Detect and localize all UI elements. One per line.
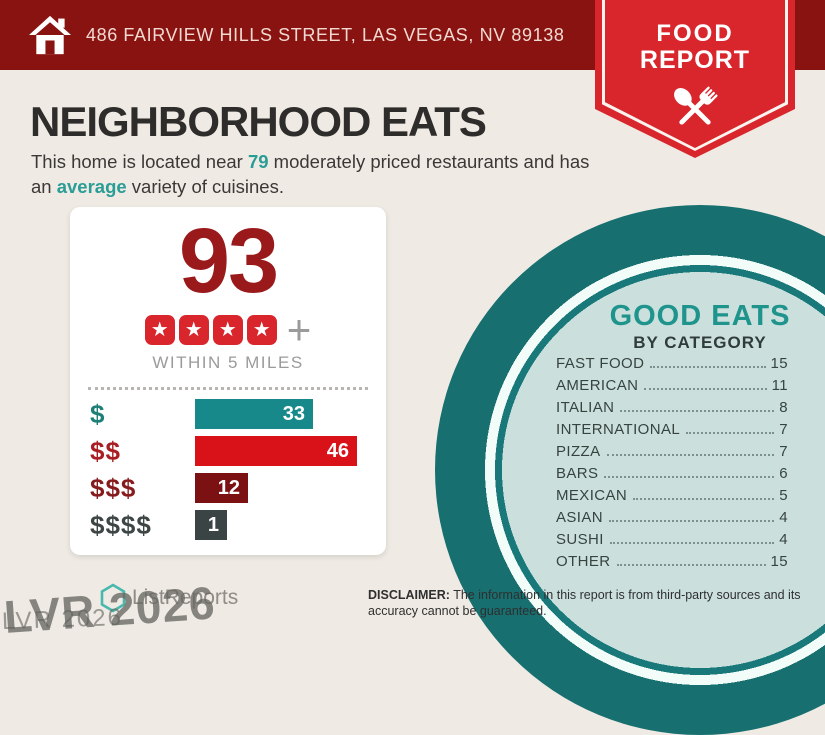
dotted-leader [606,454,775,456]
category-row: ASIAN 4 [556,509,788,531]
dotted-leader [616,564,766,566]
dotted-leader [609,542,775,544]
price-bar: 33 [195,399,313,429]
category-count: 4 [779,531,788,548]
category-count: 8 [779,399,788,416]
category-list: FAST FOOD 15 AMERICAN 11 ITALIAN 8 INTERNATION… [556,355,788,575]
page-title: NEIGHBORHOOD EATS [30,98,487,145]
category-row: MEXICAN 5 [556,487,788,509]
dotted-leader [604,476,775,478]
price-bar-row: $$$$ 1 [90,510,370,540]
price-tier-label: $$$$ [90,509,152,540]
category-count: 5 [779,487,788,504]
price-bar: 46 [195,436,357,466]
category-row: FAST FOOD 15 [556,355,788,377]
score-card: 93 ★ ★ ★ ★ + WITHIN 5 MILES $33 $$ 46 $$$ 12 $$$$… [70,207,386,555]
star-icon: ★ [178,315,209,345]
listreports-hexagon-icon [100,583,126,613]
dotted-leader [633,498,775,500]
badge-title-line1: FOOD [656,20,734,47]
disclaimer-text: DISCLAIMER: The information in this repo… [368,587,815,620]
dotted-leader [686,432,775,434]
price-bar-value: 33 [282,402,305,425]
category-label: AMERICAN [556,377,639,394]
variety-highlight: average [56,175,127,197]
category-row: PIZZA 7 [556,443,788,465]
good-eats-title: GOOD EATS [609,300,791,332]
property-address: 486 FAIRVIEW HILLS STREET, LAS VEGAS, NV… [86,24,565,45]
food-report-badge: FOOD REPORT [595,0,795,158]
category-label: MEXICAN [556,487,628,504]
price-bar-chart: $33 $$ 46 $$$ 12 $$$$ 1 [90,399,370,547]
category-label: FAST FOOD [556,355,645,372]
dotted-leader [609,520,775,522]
watermark-small: LVR 2026 [1,603,124,636]
dotted-leader [644,388,767,390]
category-row: AMERICAN 11 [556,377,788,399]
category-count: 11 [771,377,788,394]
price-bar-row: $33 [90,399,370,429]
star-icon: ★ [246,315,277,345]
home-icon [29,15,71,55]
summary-text: This home is located near 79 moderately … [31,150,591,200]
category-label: SUSHI [556,531,604,548]
category-label: PIZZA [556,443,601,460]
price-tier-label: $$ [90,435,121,466]
good-eats-circle: GOOD EATS BY CATEGORY FAST FOOD 15 AMERICA… [435,205,825,735]
summary-post: variety of cuisines. [126,175,284,197]
dotted-divider [88,387,368,390]
plus-icon: + [286,306,312,353]
price-bar-value: 1 [207,513,219,536]
price-bar: 1 [195,510,227,540]
price-bar: 12 [195,473,248,503]
category-count: 4 [779,509,788,526]
star-rating: ★ ★ ★ ★ + [70,306,386,353]
disclaimer-body: The information in this report is from t… [368,588,801,619]
price-bar-value: 12 [217,476,240,499]
price-tier-label: $$$ [90,472,137,503]
dotted-leader [620,410,775,412]
summary-mid: moderately priced restaurants and has an [31,151,590,197]
star-icon: ★ [212,315,243,345]
category-label: OTHER [556,553,611,570]
disclaimer-label: DISCLAIMER: [368,588,450,602]
category-count: 6 [779,465,788,482]
listreports-logo: ListReports [100,583,238,613]
good-eats-subtitle: BY CATEGORY [633,333,767,352]
category-row: BARS 6 [556,465,788,487]
radius-label: WITHIN 5 MILES [152,353,304,372]
price-bar-value: 46 [326,439,349,462]
category-count: 15 [770,553,788,570]
category-count: 7 [779,443,788,460]
star-icon: ★ [144,315,175,345]
category-row: ITALIAN 8 [556,399,788,421]
summary-pre: This home is located near [31,151,248,172]
price-tier-label: $ [90,398,106,429]
category-count: 15 [770,355,788,372]
category-label: INTERNATIONAL [556,421,681,438]
spoon-fork-icon [674,86,718,125]
category-label: ITALIAN [556,399,615,416]
restaurant-score: 93 [178,210,279,312]
price-bar-row: $$ 46 [90,436,370,466]
category-label: ASIAN [556,509,604,526]
dotted-leader [650,366,766,368]
category-label: BARS [556,465,599,482]
category-row: SUSHI 4 [556,531,788,553]
category-row: INTERNATIONAL 7 [556,421,788,443]
badge-title-line2: REPORT [639,46,751,74]
category-count: 7 [779,421,788,438]
restaurant-count: 79 [247,151,269,172]
category-row: OTHER 15 [556,553,788,575]
price-bar-row: $$$ 12 [90,473,370,503]
listreports-logo-text: ListReports [132,586,239,609]
